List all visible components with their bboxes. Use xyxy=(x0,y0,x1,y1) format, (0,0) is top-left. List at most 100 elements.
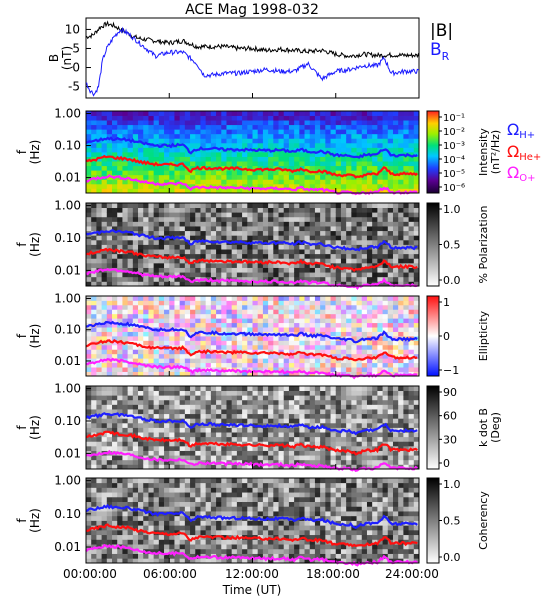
spectrogram-cell xyxy=(382,179,389,185)
spectrogram-cell xyxy=(403,371,409,377)
spectrogram-cell xyxy=(184,221,191,227)
spectrogram-cell xyxy=(392,203,399,209)
spectrogram-cell xyxy=(153,183,160,189)
spectrogram-cell xyxy=(309,450,316,456)
spectrogram-cell xyxy=(252,459,259,465)
spectrogram-cell xyxy=(179,455,186,461)
spectrogram-cell xyxy=(278,304,285,310)
spectrogram-cell xyxy=(200,399,207,405)
spectrogram-cell xyxy=(372,272,378,278)
spectrogram-cell xyxy=(247,161,253,167)
spectrogram-cell xyxy=(184,262,191,268)
spectrogram-cell xyxy=(252,395,259,401)
gyrofrequency-line-h-plus xyxy=(85,228,418,252)
spectrogram-cell xyxy=(361,331,368,337)
spectrogram-cell xyxy=(387,147,394,153)
spectrogram-cell xyxy=(91,427,97,433)
spectrogram-cell xyxy=(356,386,363,392)
spectrogram-cell xyxy=(335,331,342,337)
spectrogram-cell xyxy=(117,515,123,521)
spectrogram-cell xyxy=(273,455,279,461)
colorbar-tick-label: 10⁻¹ xyxy=(443,113,465,124)
spectrogram-cell xyxy=(252,267,259,273)
spectrogram-cell xyxy=(392,147,399,153)
spectrogram-cell xyxy=(106,501,113,507)
spectrogram-cell xyxy=(309,253,316,259)
spectrogram-cell xyxy=(221,367,227,372)
spectrogram-cell xyxy=(335,318,342,324)
spectrogram-cell xyxy=(96,318,103,324)
spectrogram-cell xyxy=(247,230,253,236)
spectrogram-cell xyxy=(325,129,331,135)
spectrogram-cell xyxy=(372,216,378,222)
spectrogram-cell xyxy=(86,390,92,396)
spectrogram-cell xyxy=(216,390,222,396)
spectrogram-cell xyxy=(148,418,155,424)
spectrogram-cell xyxy=(127,371,134,377)
spectrogram-cell xyxy=(273,399,279,405)
spectrogram-cell xyxy=(221,436,227,442)
spectrogram-cell xyxy=(195,362,201,368)
spectrogram-cell xyxy=(361,235,368,241)
spectrogram-cell xyxy=(127,529,134,536)
spectrogram-cell xyxy=(309,281,316,287)
spectrogram-cell xyxy=(86,344,92,350)
spectrogram-cell xyxy=(210,296,217,301)
spectrogram-cell xyxy=(242,358,248,364)
spectrogram-cell xyxy=(164,133,170,139)
spectrogram-cell xyxy=(174,120,181,126)
spectrogram-cell xyxy=(278,111,285,116)
spectrogram-cell xyxy=(309,115,316,121)
spectrogram-cell xyxy=(231,174,238,180)
spectrogram-cell xyxy=(169,281,175,287)
spectrogram-cell xyxy=(117,371,123,377)
spectrogram-cell xyxy=(377,272,383,278)
spectrogram-cell xyxy=(252,432,259,438)
spectrogram-cell xyxy=(231,445,238,451)
spectrogram-cell xyxy=(366,399,373,405)
spectrogram-cell xyxy=(117,399,123,405)
spectrogram-cell xyxy=(382,353,389,359)
spectrogram-cell xyxy=(309,156,316,162)
spectrogram-cell xyxy=(184,152,191,157)
spectrogram-cell xyxy=(335,327,342,332)
spectrogram-cell xyxy=(413,235,420,241)
spectrogram-cell xyxy=(356,313,363,319)
spectrogram-cell xyxy=(387,216,394,222)
spectrogram-cell xyxy=(413,455,420,461)
y-tick-label: 0.01 xyxy=(54,171,81,185)
spectrogram-cell xyxy=(153,318,160,324)
spectrogram-cell xyxy=(382,367,389,372)
spectrogram-cell xyxy=(403,142,409,148)
colorbar-gradient xyxy=(426,385,440,470)
spectrogram-cell xyxy=(252,183,259,189)
spectrogram-cell xyxy=(169,395,175,401)
spectrogram-cell xyxy=(340,262,347,268)
spectrogram-cell xyxy=(164,322,170,328)
spectrogram-cell xyxy=(252,445,259,451)
spectrogram-cell xyxy=(158,441,165,447)
spectrogram-cell xyxy=(112,318,118,324)
spectrogram-cell xyxy=(304,115,311,121)
spectrogram-cell xyxy=(106,212,113,218)
spectrogram-cell xyxy=(91,244,97,250)
spectrogram-cell xyxy=(304,207,311,213)
spectrogram-cell xyxy=(356,318,363,324)
spectrogram-cell xyxy=(408,464,415,470)
spectrogram-cell xyxy=(216,170,222,176)
spectrogram-cell xyxy=(247,367,253,372)
spectrogram-cell xyxy=(283,235,290,241)
spectrogram-cell xyxy=(283,133,290,139)
spectrogram-cell xyxy=(174,296,181,301)
spectrogram-cell xyxy=(122,349,129,355)
spectrogram-cell xyxy=(132,276,139,282)
spectrogram-cell xyxy=(122,244,129,250)
spectrogram-cell xyxy=(205,386,212,392)
spectrogram-cell xyxy=(127,309,134,315)
spectrogram-cell xyxy=(408,331,415,337)
spectrogram-cell xyxy=(340,432,347,438)
spectrogram-cell xyxy=(174,367,181,372)
spectrogram-cell xyxy=(335,362,342,368)
spectrogram-cell xyxy=(242,230,248,236)
spectrogram-cell xyxy=(190,304,196,310)
